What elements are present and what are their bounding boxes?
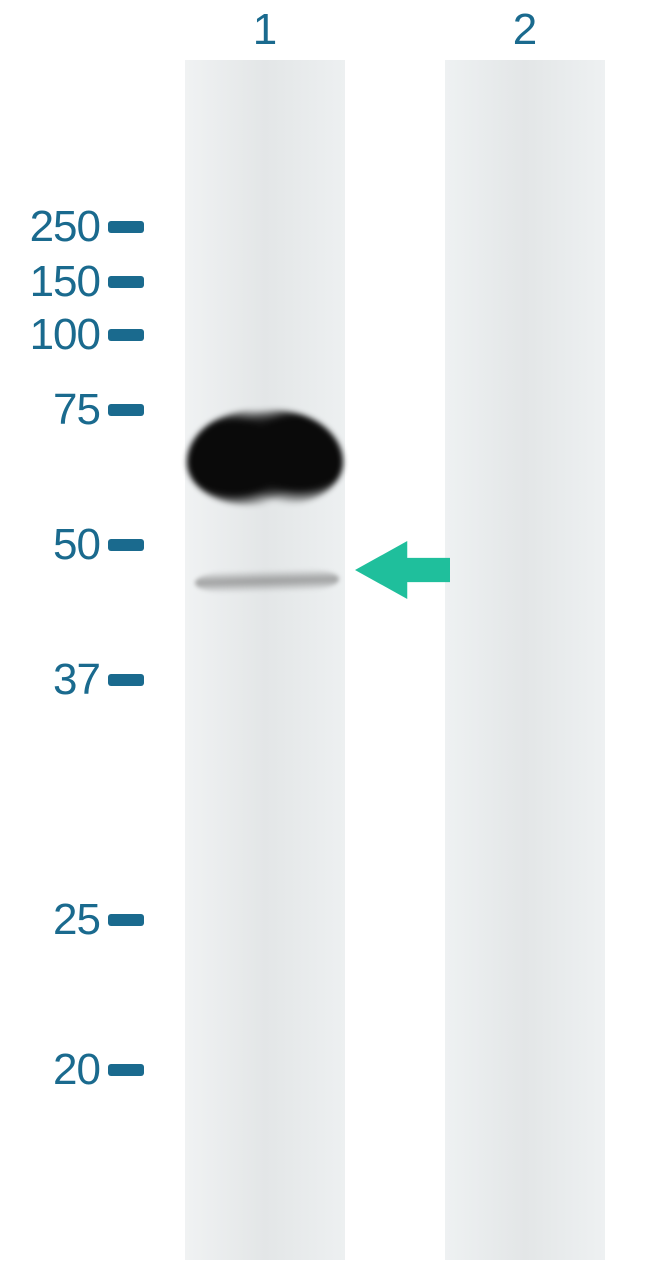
marker-150kda: 150 — [0, 262, 144, 302]
lane-1 — [185, 60, 345, 1260]
marker-25kda: 25 — [0, 900, 144, 940]
marker-label: 75 — [0, 385, 100, 435]
marker-tick-icon — [108, 1064, 144, 1076]
marker-tick-icon — [108, 404, 144, 416]
marker-tick-icon — [108, 539, 144, 551]
marker-tick-icon — [108, 276, 144, 288]
major-band-upper — [187, 410, 343, 505]
marker-37kda: 37 — [0, 660, 144, 700]
western-blot-figure: 1 2 2501501007550372520 — [0, 0, 650, 1270]
target-band-arrow-icon — [355, 541, 450, 599]
marker-label: 50 — [0, 520, 100, 570]
marker-label: 100 — [0, 310, 100, 360]
marker-label: 150 — [0, 257, 100, 307]
marker-label: 25 — [0, 895, 100, 945]
marker-label: 37 — [0, 655, 100, 705]
marker-tick-icon — [108, 914, 144, 926]
marker-tick-icon — [108, 221, 144, 233]
marker-20kda: 20 — [0, 1050, 144, 1090]
marker-100kda: 100 — [0, 315, 144, 355]
lane-1-label: 1 — [185, 5, 345, 55]
marker-tick-icon — [108, 329, 144, 341]
lane-2-label: 2 — [445, 5, 605, 55]
marker-75kda: 75 — [0, 390, 144, 430]
lane-2 — [445, 60, 605, 1260]
marker-50kda: 50 — [0, 525, 144, 565]
marker-250kda: 250 — [0, 207, 144, 247]
marker-label: 250 — [0, 202, 100, 252]
marker-label: 20 — [0, 1045, 100, 1095]
marker-tick-icon — [108, 674, 144, 686]
